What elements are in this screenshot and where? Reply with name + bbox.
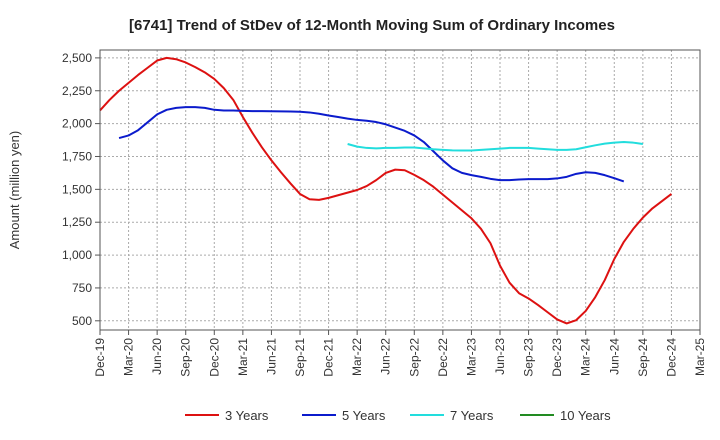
x-tick-label: Mar-21 (236, 338, 250, 376)
series-line-3-years (99, 56, 673, 325)
y-axis-label: Amount (million yen) (7, 131, 22, 250)
series-line-5-years (118, 106, 625, 183)
y-tick-label: 1,750 (62, 149, 92, 163)
legend-label: 7 Years (450, 408, 494, 423)
y-tick-label: 2,250 (62, 84, 92, 98)
x-tick-label: Mar-23 (464, 338, 478, 376)
x-tick-label: Mar-20 (122, 338, 136, 376)
x-tick-label: Mar-24 (579, 338, 593, 376)
y-tick-label: 1,500 (62, 182, 92, 196)
y-tick-label: 2,000 (62, 117, 92, 131)
chart-title: [6741] Trend of StDev of 12-Month Moving… (129, 17, 615, 34)
x-tick-label: Jun-20 (150, 338, 164, 375)
x-tick-label: Sep-24 (636, 338, 650, 377)
x-axis-ticks: Dec-19 Mar-20 Jun-20 Sep-20 Dec-20 Mar-21 Jun-… (93, 330, 707, 377)
y-tick-label: 750 (72, 281, 92, 295)
series-line-7-years (347, 141, 643, 152)
x-tick-label: Mar-22 (350, 338, 364, 376)
x-tick-label: Dec-24 (664, 338, 678, 377)
x-tick-label: Dec-23 (550, 338, 564, 377)
x-tick-label: Jun-24 (607, 338, 621, 375)
plot-border (99, 49, 701, 331)
x-tick-label: Sep-23 (522, 338, 536, 377)
legend-label: 3 Years (225, 408, 269, 423)
y-tick-label: 500 (72, 314, 92, 328)
x-tick-label: Sep-21 (293, 338, 307, 377)
x-tick-label: Sep-20 (179, 338, 193, 377)
x-tick-label: Mar-25 (693, 338, 707, 376)
x-tick-label: Jun-23 (493, 338, 507, 375)
y-tick-label: 2,500 (62, 51, 92, 65)
x-tick-label: Dec-22 (436, 338, 450, 377)
x-tick-label: Dec-20 (207, 338, 221, 377)
y-tick-label: 1,000 (62, 248, 92, 262)
x-tick-label: Jun-21 (264, 338, 278, 375)
x-tick-label: Dec-21 (322, 338, 336, 377)
series-lines (99, 56, 673, 325)
y-tick-label: 1,250 (62, 215, 92, 229)
plot-area (100, 50, 700, 330)
x-tick-label: Jun-22 (379, 338, 393, 375)
legend-label: 5 Years (342, 408, 386, 423)
x-tick-label: Sep-22 (407, 338, 421, 377)
legend: 3 Years 5 Years 7 Years 10 Years (185, 408, 611, 423)
y-axis-ticks: 500 750 1,000 1,250 1,500 1,750 2,000 2,250 2,50… (62, 51, 100, 328)
legend-label: 10 Years (560, 408, 611, 423)
x-tick-label: Dec-19 (93, 338, 107, 377)
